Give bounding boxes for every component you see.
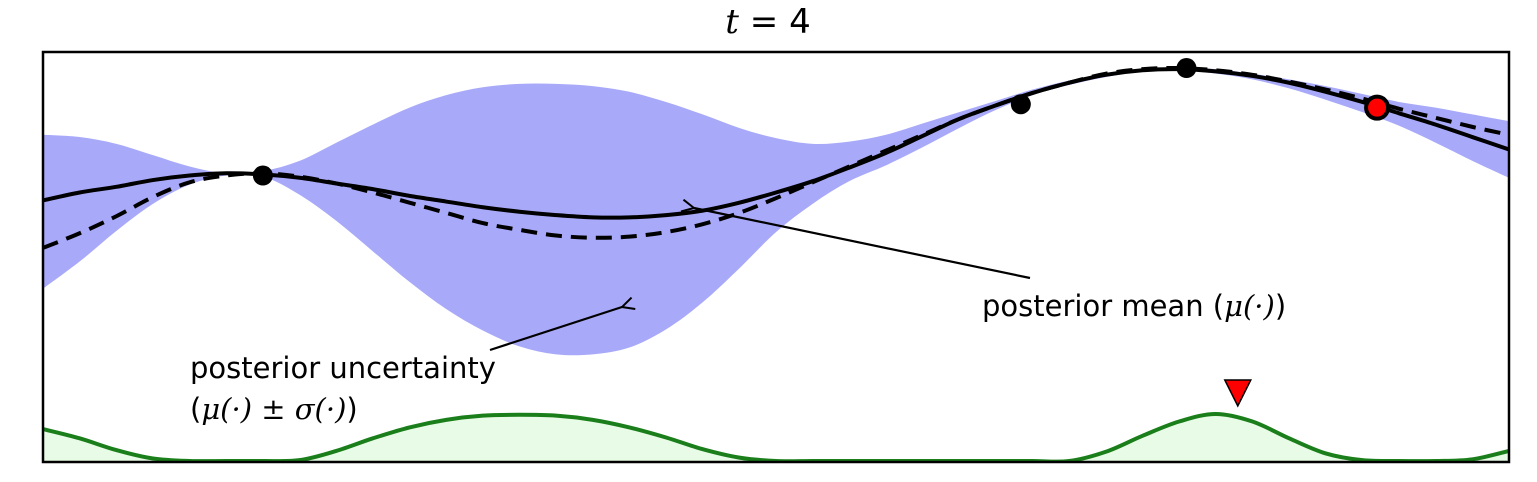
posterior-mean-line bbox=[43, 67, 1509, 220]
uncertainty-annotation-line2: (μ(·) ± σ(·)) bbox=[190, 392, 358, 426]
mean-annotation-close: ) bbox=[1275, 289, 1286, 323]
title-eq: = bbox=[739, 2, 789, 42]
next-sample-marker bbox=[1223, 379, 1253, 408]
observation-points bbox=[252, 58, 1197, 186]
uncertainty-annotation-close: ) bbox=[346, 392, 357, 426]
uncertainty-annotation-math: μ(·) ± σ(·) bbox=[201, 392, 346, 426]
acquisition-fill bbox=[43, 413, 1509, 462]
observation-point bbox=[1010, 94, 1031, 115]
observation-point bbox=[252, 165, 273, 186]
mean-annotation-math: μ(·) bbox=[1224, 289, 1275, 323]
uncertainty-annotation-open: ( bbox=[190, 392, 201, 426]
observation-point bbox=[1176, 58, 1197, 79]
mean-annotation-arrow bbox=[694, 208, 1031, 280]
uncertainty-band bbox=[43, 68, 1509, 356]
chart-title: t = 4 bbox=[725, 2, 810, 42]
mean-annotation: posterior mean (μ(·)) bbox=[982, 289, 1286, 323]
axes-frame bbox=[41, 50, 1511, 464]
uncertainty-annotation-arrow bbox=[489, 307, 622, 352]
title-var: t bbox=[725, 2, 739, 42]
mean-annotation-label: posterior mean ( bbox=[982, 289, 1224, 323]
uncertainty-annotation-line1: posterior uncertainty bbox=[190, 351, 496, 385]
title-value: 4 bbox=[789, 2, 811, 42]
next-sample-point bbox=[1364, 94, 1391, 121]
